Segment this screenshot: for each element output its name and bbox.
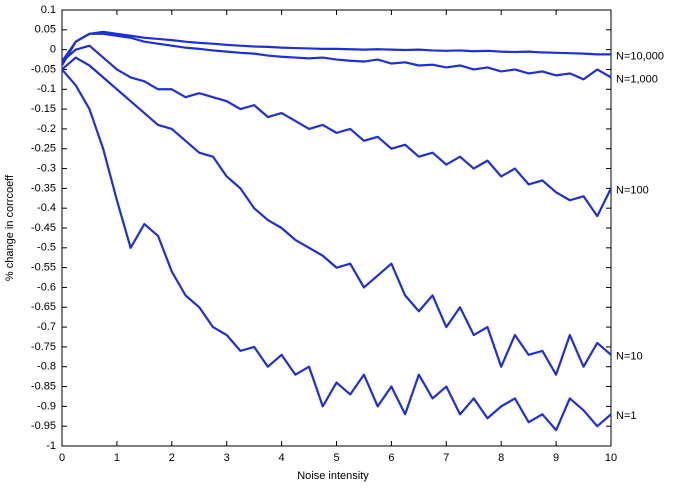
- x-tick-label: 10: [605, 452, 617, 464]
- y-tick-label: -1: [46, 440, 56, 452]
- x-tick-label: 8: [498, 452, 504, 464]
- x-tick-label: 1: [114, 452, 120, 464]
- series-line: [61, 44, 612, 218]
- y-tick-label: -0.5: [37, 242, 56, 254]
- series-line: [61, 32, 612, 81]
- series-line: [61, 56, 612, 376]
- plot-frame: [61, 9, 612, 447]
- y-tick-label: 0.1: [41, 4, 56, 16]
- y-tick-label: -0.05: [31, 63, 56, 75]
- series-label: N=100: [616, 184, 649, 196]
- y-tick-label: -0.65: [31, 301, 56, 313]
- y-tick-label: -0.3: [37, 162, 56, 174]
- x-tick-label: 2: [169, 452, 175, 464]
- y-tick-label: -0.7: [37, 321, 56, 333]
- y-tick-label: -0.25: [31, 143, 56, 155]
- series-label: N=10: [616, 351, 643, 363]
- y-tick-label: 0: [50, 44, 56, 56]
- y-tick-label: -0.9: [37, 400, 56, 412]
- y-tick-label: -0.2: [37, 123, 56, 135]
- x-tick-label: 9: [553, 452, 559, 464]
- series-label: N=1: [616, 410, 637, 422]
- x-tick-label: 3: [224, 452, 230, 464]
- series-line: [61, 68, 612, 432]
- y-tick-label: -0.35: [31, 182, 56, 194]
- y-tick-label: -0.55: [31, 262, 56, 274]
- y-tick-label: -0.95: [31, 420, 56, 432]
- x-tick-label: 6: [388, 452, 394, 464]
- x-axis-label: Noise intensity: [297, 470, 369, 482]
- y-tick-label: -0.85: [31, 380, 56, 392]
- y-axis-label: % change in corrcoeff: [4, 174, 16, 281]
- y-tick-label: -0.4: [37, 202, 56, 214]
- x-tick-label: 7: [443, 452, 449, 464]
- series-line: [61, 30, 611, 63]
- x-tick-label: 4: [279, 452, 285, 464]
- series-label: N=1,000: [616, 73, 658, 85]
- y-tick-label: -0.8: [37, 361, 56, 373]
- x-tick-label: 0: [59, 452, 65, 464]
- y-tick-label: -0.6: [37, 281, 56, 293]
- series-label: N=10,000: [616, 50, 664, 62]
- y-tick-label: -0.45: [31, 222, 56, 234]
- y-tick-label: 0.05: [35, 24, 56, 36]
- y-tick-label: -0.1: [37, 83, 56, 95]
- y-tick-label: -0.75: [31, 341, 56, 353]
- y-tick-label: -0.15: [31, 103, 56, 115]
- x-tick-label: 5: [333, 452, 339, 464]
